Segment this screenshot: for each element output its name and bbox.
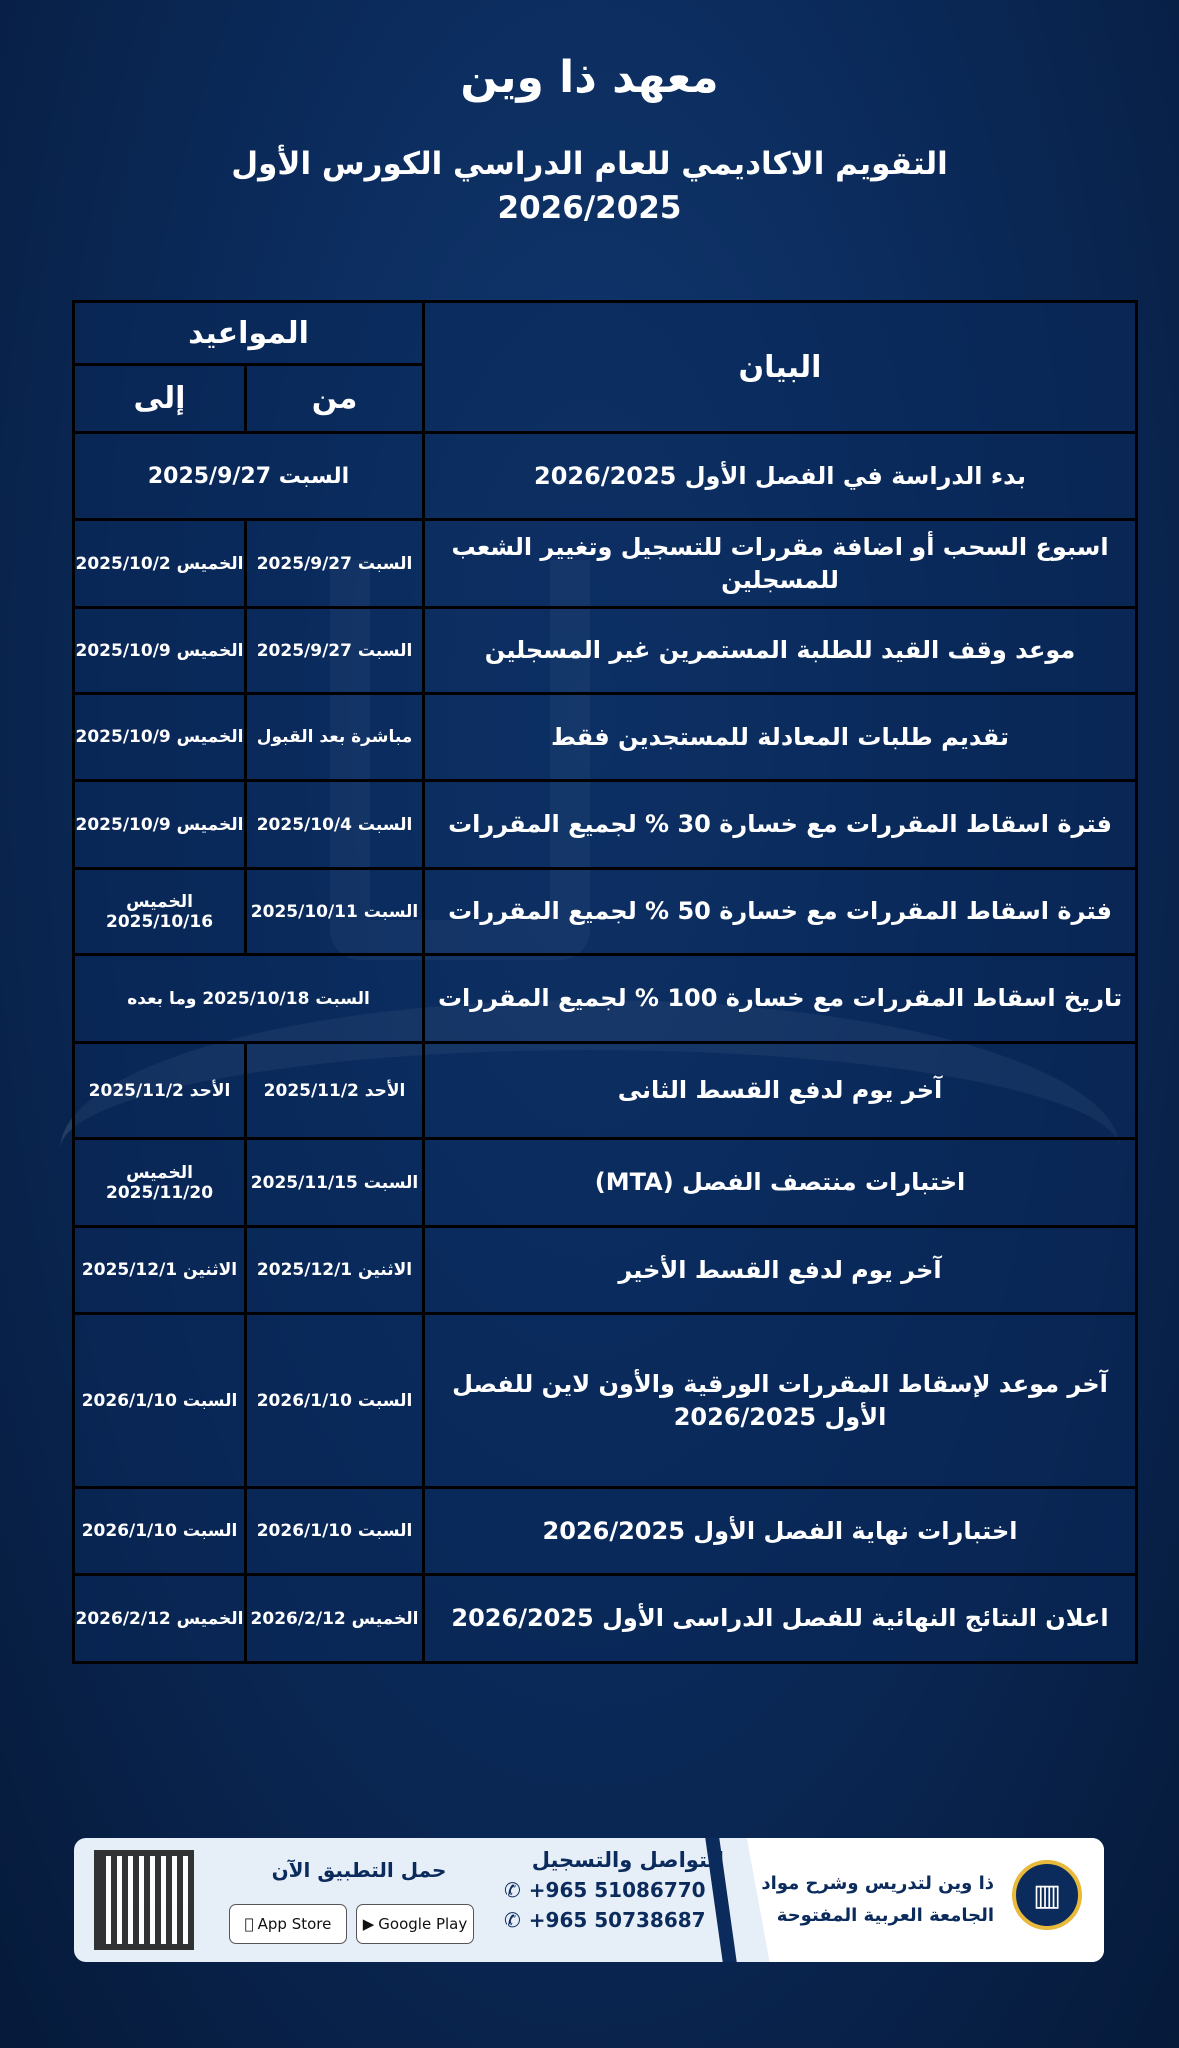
whatsapp-icon: ✆ [504, 1908, 521, 1932]
page-subtitle: التقويم الاكاديمي للعام الدراسي الكورس ا… [0, 142, 1179, 230]
table-row: موعد وقف القيد للطلبة المستمرين غير المس… [71, 606, 1139, 695]
row-description: اختبارات نهاية الفصل الأول 2026/2025 [422, 1486, 1139, 1576]
whatsapp-icon: ✆ [504, 1878, 521, 1902]
row-to: الخميس 2025/10/16 [71, 867, 248, 956]
phone-2[interactable]: ✆ +965 50738687 [504, 1908, 706, 1932]
row-from: السبت 2026/1/10 [244, 1486, 426, 1576]
row-to: الخميس 2025/10/9 [71, 606, 248, 695]
row-description: تاريخ اسقاط المقررات مع خسارة 100 % لجمي… [422, 953, 1139, 1044]
page-title: معهد ذا وين [460, 52, 719, 103]
row-to: السبت 2026/1/10 [71, 1486, 248, 1576]
brand-text: ذا وين لتدريس وشرح مواد الجامعة العربية … [734, 1868, 994, 1932]
subtitle-line2: 2026/2025 [497, 190, 682, 226]
row-description: آخر يوم لدفع القسط الثانى [422, 1041, 1139, 1140]
row-to: الخميس 2025/11/20 [71, 1137, 248, 1228]
footer-banner: حمل التطبيق الآن App Store ▶Google Play… [74, 1838, 1104, 1962]
row-description: موعد وقف القيد للطلبة المستمرين غير المس… [422, 606, 1139, 695]
row-from: الاثنين 2025/12/1 [244, 1225, 426, 1315]
row-date: السبت 2025/9/27 [71, 431, 426, 521]
brand-line2: الجامعة العربية المفتوحة [776, 1905, 994, 1926]
table-row: اختبارات منتصف الفصل (MTA) السبت 2025/11/… [71, 1137, 1139, 1228]
subtitle-line1: التقويم الاكاديمي للعام الدراسي الكورس ا… [231, 146, 948, 182]
row-from: السبت 2025/11/15 [244, 1137, 426, 1228]
contact-title: للتواصل والتسجيل [531, 1848, 724, 1872]
row-from: السبت 2026/1/10 [244, 1312, 426, 1489]
row-description: آخر يوم لدفع القسط الأخير [422, 1225, 1139, 1315]
row-description: تقديم طلبات المعادلة للمستجدين فقط [422, 692, 1139, 782]
header-to: إلى [71, 363, 248, 434]
brand-line1: ذا وين لتدريس وشرح مواد [761, 1873, 994, 1894]
row-description: آخر موعد لإسقاط المقررات الورقية والأون … [422, 1312, 1139, 1489]
row-to: الخميس 2026/2/12 [71, 1573, 248, 1664]
row-description: فترة اسقاط المقررات مع خسارة 50 % لجميع … [422, 867, 1139, 956]
table-row: تقديم طلبات المعادلة للمستجدين فقط مباشرة… [71, 692, 1139, 782]
row-from: السبت 2025/9/27 [244, 606, 426, 695]
row-to: الخميس 2025/10/2 [71, 518, 248, 609]
app-download-title: حمل التطبيق الآن [271, 1858, 447, 1882]
row-from: الأحد 2025/11/2 [244, 1041, 426, 1140]
row-from: الخميس 2026/2/12 [244, 1573, 426, 1664]
row-description: بدء الدراسة في الفصل الأول 2026/2025 [422, 431, 1139, 521]
table-row: اسبوع السحب أو اضافة مقررات للتسجيل وتغي… [71, 518, 1139, 609]
row-to: الخميس 2025/10/9 [71, 692, 248, 782]
row-description: اختبارات منتصف الفصل (MTA) [422, 1137, 1139, 1228]
header-dates: المواعيد [71, 300, 426, 366]
app-store-button[interactable]: App Store [229, 1904, 347, 1944]
play-icon: ▶ [362, 1915, 375, 1933]
row-description: اسبوع السحب أو اضافة مقررات للتسجيل وتغي… [422, 518, 1139, 609]
header-description: البيان [422, 300, 1139, 434]
row-date: السبت 2025/10/18 وما بعده [71, 953, 426, 1044]
table-row: آخر يوم لدفع القسط الأخير الاثنين 2025/12… [71, 1225, 1139, 1315]
institute-logo: ▥ [1012, 1860, 1082, 1930]
row-from: مباشرة بعد القبول [244, 692, 426, 782]
table-row: فترة اسقاط المقررات مع خسارة 30 % لجميع … [71, 779, 1139, 870]
row-to: الأحد 2025/11/2 [71, 1041, 248, 1140]
row-from: السبت 2025/10/4 [244, 779, 426, 870]
row-from: السبت 2025/9/27 [244, 518, 426, 609]
table-row: اعلان النتائج النهائية للفصل الدراسى الأ… [71, 1573, 1139, 1664]
row-description: اعلان النتائج النهائية للفصل الدراسى الأ… [422, 1573, 1139, 1664]
row-to: الخميس 2025/10/9 [71, 779, 248, 870]
header-from: من [244, 363, 426, 434]
row-from: السبت 2025/10/11 [244, 867, 426, 956]
table-row: اختبارات نهاية الفصل الأول 2026/2025 السب… [71, 1486, 1139, 1576]
contact-block: للتواصل والتسجيل ✆ +965 51086770 ✆ +965 50… [504, 1848, 724, 1932]
table-row: آخر يوم لدفع القسط الثانى الأحد 2025/11/2… [71, 1041, 1139, 1140]
row-to: الاثنين 2025/12/1 [71, 1225, 248, 1315]
row-description: فترة اسقاط المقررات مع خسارة 30 % لجميع … [422, 779, 1139, 870]
google-play-button[interactable]: ▶ Google Play [356, 1904, 474, 1944]
table-row: فترة اسقاط المقررات مع خسارة 50 % لجميع … [71, 867, 1139, 956]
phone-1[interactable]: ✆ +965 51086770 [504, 1878, 706, 1902]
table-row: آخر موعد لإسقاط المقررات الورقية والأون … [71, 1312, 1139, 1489]
table-row: تاريخ اسقاط المقررات مع خسارة 100 % لجمي… [71, 953, 1139, 1044]
table-row: بدء الدراسة في الفصل الأول 2026/2025 السب… [71, 431, 1139, 521]
calendar-table: البيان المواعيد من إلى بدء الدراسة في ال… [71, 300, 1139, 1664]
row-to: السبت 2026/1/10 [71, 1312, 248, 1489]
apple-icon:  [245, 1915, 254, 1933]
qr-code[interactable] [94, 1850, 194, 1950]
